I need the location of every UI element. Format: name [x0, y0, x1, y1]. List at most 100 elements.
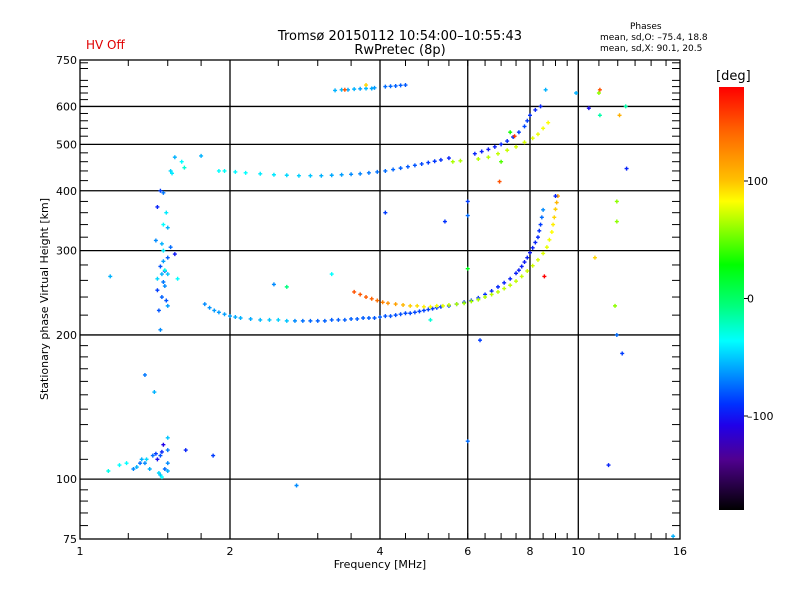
y-tick-label: 100: [56, 473, 77, 486]
data-point: [544, 245, 549, 250]
data-point: [150, 453, 155, 458]
series-low-frequency-vertical-trace: [153, 155, 187, 332]
data-point: [528, 113, 532, 118]
data-point: [415, 303, 420, 308]
data-point: [142, 461, 147, 466]
data-point: [339, 172, 344, 177]
data-point: [551, 222, 556, 227]
data-point: [211, 453, 216, 458]
chart-title-line2: RwPretec (8p): [354, 43, 446, 58]
data-point: [476, 156, 481, 161]
data-point: [408, 303, 413, 308]
series-o-trace-f-layer: [202, 207, 546, 323]
data-point: [342, 87, 347, 92]
data-point: [620, 351, 625, 356]
y-tick-label: 600: [56, 100, 77, 113]
data-point: [216, 310, 221, 315]
data-point: [162, 467, 167, 472]
data-point: [222, 312, 227, 317]
data-point: [388, 314, 393, 319]
data-point: [271, 282, 276, 287]
data-point: [388, 84, 393, 89]
data-point: [315, 318, 320, 323]
data-point: [117, 463, 122, 468]
data-point: [175, 276, 180, 281]
data-point: [516, 268, 521, 273]
data-point: [159, 241, 164, 246]
data-point: [391, 167, 396, 172]
data-point: [426, 307, 431, 312]
data-point: [182, 165, 187, 170]
data-point: [294, 483, 299, 488]
data-point: [535, 132, 540, 137]
data-point: [152, 390, 157, 395]
data-point: [553, 207, 558, 212]
data-point: [322, 318, 327, 323]
data-point: [403, 311, 408, 316]
data-point: [238, 315, 243, 320]
data-point: [541, 251, 546, 256]
x-tick-label: 1: [77, 545, 84, 558]
data-point: [161, 222, 166, 227]
data-point: [541, 207, 546, 212]
y-tick-label: 400: [56, 185, 77, 198]
data-point: [472, 151, 477, 156]
data-point: [432, 159, 437, 164]
data-point: [613, 303, 618, 308]
data-point: [308, 318, 313, 323]
data-point: [428, 304, 433, 309]
data-point: [296, 173, 301, 178]
data-point: [155, 288, 160, 293]
data-point: [554, 200, 559, 205]
data-point: [530, 263, 535, 268]
data-point: [522, 124, 527, 129]
data-point: [574, 90, 579, 95]
data-point: [161, 248, 166, 253]
data-point: [158, 188, 163, 193]
data-point: [352, 289, 357, 294]
data-point: [393, 302, 398, 307]
data-point: [156, 471, 161, 476]
data-point: [207, 305, 212, 310]
data-point: [267, 317, 272, 322]
data-point: [528, 250, 532, 255]
data-point: [222, 168, 227, 173]
data-point: [333, 88, 338, 93]
data-point: [366, 315, 371, 320]
hv-status: HV Off: [86, 38, 125, 52]
data-point: [538, 222, 543, 227]
data-point: [465, 213, 470, 218]
data-point: [514, 271, 519, 276]
data-point: [155, 457, 160, 462]
data-point: [495, 289, 500, 294]
data-point: [165, 448, 170, 453]
data-point: [352, 87, 357, 92]
data-point: [606, 463, 611, 468]
colorbar: [719, 87, 744, 510]
x-tick-label: 8: [527, 545, 534, 558]
data-point: [276, 317, 281, 322]
data-point: [478, 338, 483, 343]
data-point: [284, 173, 289, 178]
data-point: [139, 457, 144, 462]
data-point: [553, 194, 558, 199]
data-point: [202, 302, 207, 307]
data-point: [393, 83, 398, 88]
data-point: [159, 475, 164, 480]
data-point: [258, 317, 263, 322]
data-point: [454, 302, 459, 307]
data-point: [349, 172, 354, 177]
x-tick-label: 6: [464, 545, 471, 558]
data-point: [183, 448, 188, 453]
data-point: [369, 296, 374, 301]
data-point: [366, 170, 371, 175]
data-point: [508, 276, 513, 281]
data-point: [499, 159, 504, 164]
x-tick-label: 10: [571, 545, 585, 558]
series-x-trace-f-layer: [352, 194, 560, 309]
data-point: [597, 113, 602, 118]
y-tick-label: 500: [56, 138, 77, 151]
data-point: [131, 467, 136, 472]
x-axis-label: Frequency [MHz]: [334, 558, 426, 571]
colorbar-ticks: 100 0 –100: [744, 175, 774, 423]
